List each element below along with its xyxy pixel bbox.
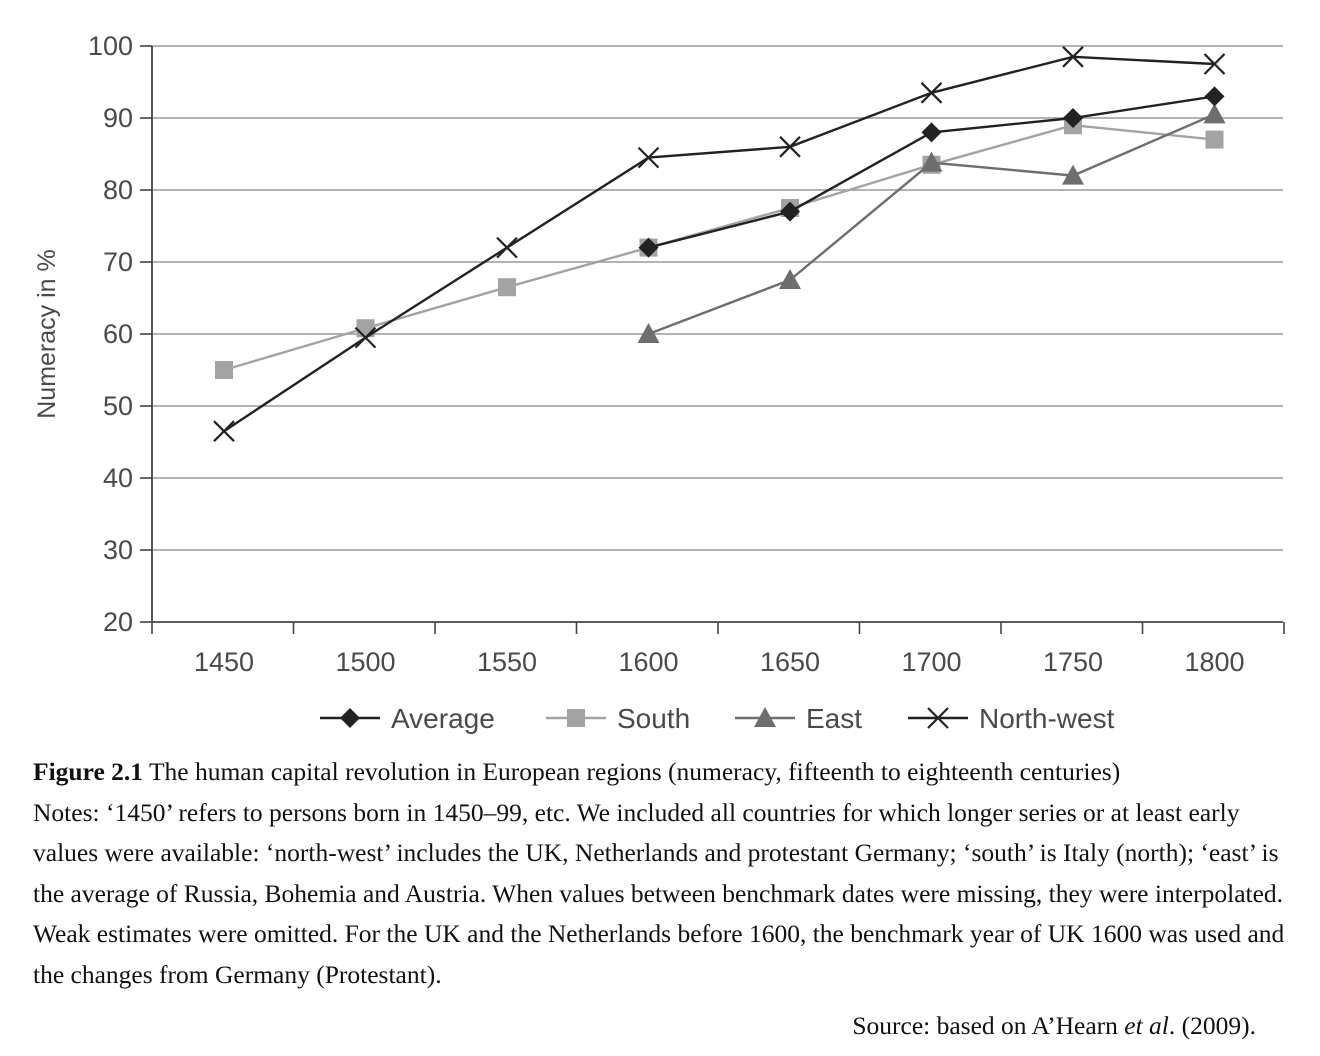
point-north-west-1700 [920, 82, 943, 104]
point-average-1600 [638, 237, 659, 258]
point-south-1550 [498, 278, 516, 297]
series-layer [213, 46, 1226, 442]
legend: Average South East North-west [320, 703, 1115, 734]
source-italic: et al [1124, 1011, 1169, 1040]
caption-notes: Notes: ‘1450’ refers to persons born in … [33, 797, 1285, 989]
legend-label-average: Average [391, 703, 495, 734]
legend-label-east: East [806, 703, 862, 734]
x-tick-label-1650: 1650 [760, 647, 820, 677]
figure-title: The human capital revolution in European… [143, 757, 1121, 786]
y-tick-label-60: 60 [103, 319, 133, 349]
y-tick-label-80: 80 [103, 175, 133, 205]
series-average [638, 86, 1225, 258]
point-south-1800 [1205, 130, 1224, 149]
legend-label-south: South [617, 703, 690, 734]
gridlines [152, 45, 1283, 551]
point-average-1750 [1063, 108, 1083, 128]
legend-item-north-west: North-west [908, 703, 1115, 734]
point-east-1750 [1062, 164, 1084, 185]
legend-item-south: South [546, 703, 690, 734]
legend-item-east: East [735, 703, 862, 734]
point-east-1800 [1203, 103, 1226, 124]
point-north-west-1650-stroke-b [779, 136, 801, 158]
series-east [637, 103, 1226, 343]
point-north-west-1550-stroke-b [496, 236, 518, 259]
point-north-west-1750-stroke-b [1062, 46, 1084, 68]
source-prefix: Source: based on A’Hearn [852, 1011, 1125, 1040]
point-north-west-1750 [1062, 46, 1084, 68]
legend-marker-average [340, 708, 360, 728]
point-north-west-1600-stroke-b [637, 146, 660, 169]
caption-title-line: Figure 2.1 The human capital revolution … [33, 752, 1303, 793]
x-tick-label-1600: 1600 [618, 647, 678, 677]
legend-marker-north-west-stroke-b [927, 707, 949, 729]
point-east-1700 [920, 151, 943, 172]
point-north-west-1450-stroke-b [213, 420, 235, 442]
point-north-west-1700-stroke-b [920, 82, 943, 104]
axes [140, 45, 1285, 634]
legend-label-north-west: North-west [979, 703, 1115, 734]
point-north-west-1500-stroke-b [354, 326, 377, 349]
point-north-west-1650 [779, 136, 801, 158]
series-north-west [213, 46, 1226, 442]
x-tick-label-1700: 1700 [901, 647, 961, 677]
x-tick-label-1750: 1750 [1043, 647, 1103, 677]
legend-marker-south [567, 709, 585, 727]
figure-label: Figure 2.1 [33, 757, 144, 786]
point-east-1650 [779, 269, 801, 289]
line-chart: 20 30 40 50 60 70 80 90 100 1450 1500 1550 1600 1650… [33, 31, 1285, 734]
series-line-north-west [223, 55, 1215, 433]
source-suffix: . (2009). [1168, 1011, 1256, 1040]
legend-marker-north-west [927, 707, 949, 729]
y-tick-label-50: 50 [103, 391, 133, 421]
figure-caption: Figure 2.1 The human capital revolution … [33, 752, 1303, 995]
x-tick-label-1500: 1500 [335, 647, 395, 677]
x-tick-label-1800: 1800 [1184, 647, 1244, 677]
point-average-1700 [921, 122, 942, 143]
point-north-west-1450 [213, 420, 235, 442]
y-tick-label-90: 90 [103, 103, 133, 133]
x-tick-label-1450: 1450 [194, 647, 254, 677]
y-tick-label-40: 40 [103, 463, 133, 493]
y-tick-label-70: 70 [103, 247, 133, 277]
point-east-1600 [637, 323, 660, 343]
legend-marker-east [754, 707, 776, 727]
y-tick-label-30: 30 [103, 535, 133, 565]
point-north-west-1800-stroke-b [1203, 53, 1226, 75]
y-tick-label-20: 20 [103, 607, 133, 637]
x-tick-label-1550: 1550 [477, 647, 537, 677]
point-north-west-1550 [496, 236, 518, 259]
point-south-1450 [215, 361, 233, 379]
point-average-1800 [1204, 86, 1225, 107]
point-north-west-1800 [1203, 53, 1226, 75]
y-tick-labels: 20 30 40 50 60 70 80 90 100 [88, 31, 133, 637]
point-north-west-1500 [354, 326, 377, 349]
legend-item-average: Average [320, 703, 495, 734]
y-tick-label-100: 100 [88, 31, 133, 61]
source-note: Source: based on A’Hearn et al. (2009). [852, 1011, 1256, 1041]
point-north-west-1600 [637, 146, 660, 169]
point-average-1650 [780, 201, 800, 222]
y-axis-title: Numeracy in % [33, 249, 61, 419]
x-tick-labels: 1450 1500 1550 1600 1650 1700 1750 1800 [194, 647, 1245, 677]
